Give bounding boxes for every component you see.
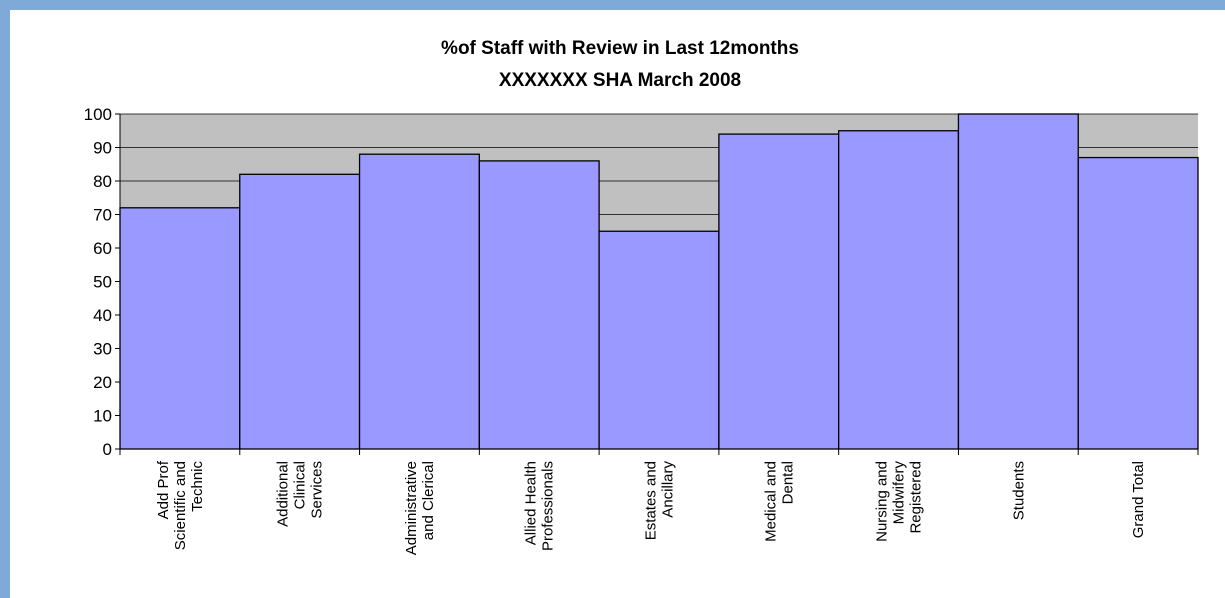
x-tick-label: Grand Total [1130,461,1147,538]
y-tick-label: 50 [93,273,112,292]
y-tick-label: 10 [93,407,112,426]
x-tick-label: Administrativeand Clerical [403,461,437,555]
bar [1077,156,1199,450]
bar [478,160,600,450]
bar [718,133,840,450]
x-tick-label: Medical andDental [762,461,796,542]
y-tick-label: 20 [93,373,112,392]
y-tick-label: 100 [84,105,112,124]
x-tick-label: AdditionalClinicalServices [275,461,326,527]
x-tick-label: Estates andAncillary [643,461,677,541]
x-tick-label: Nursing andMidwiferyRegistered [874,461,925,542]
y-tick-label: 80 [93,172,112,191]
y-tick-label: 60 [93,239,112,258]
x-tick-label: Add ProfScientific andTechnic [155,460,206,550]
y-tick-label: 30 [93,340,112,359]
bar [239,173,361,450]
chart-subtitle: XXXXXXX SHA March 2008 [499,70,741,91]
frame-left [0,0,10,598]
y-tick-label: 0 [103,440,112,459]
bar [358,153,480,450]
bar [957,113,1079,450]
bar [838,130,960,450]
frame-top [0,0,1225,10]
x-tick-label: Allied HealthProfessionals [523,461,557,551]
y-tick-label: 40 [93,306,112,325]
y-tick-label: 70 [93,206,112,225]
x-tick-label: Students [1010,461,1027,520]
chart-title: %of Staff with Review in Last 12months [441,38,799,59]
y-tick-label: 90 [93,139,112,158]
bar [598,230,720,450]
bar [119,207,241,450]
